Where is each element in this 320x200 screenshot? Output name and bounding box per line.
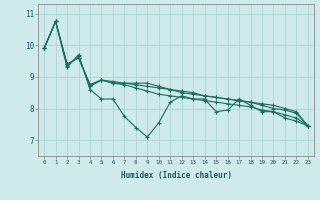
X-axis label: Humidex (Indice chaleur): Humidex (Indice chaleur) <box>121 171 231 180</box>
